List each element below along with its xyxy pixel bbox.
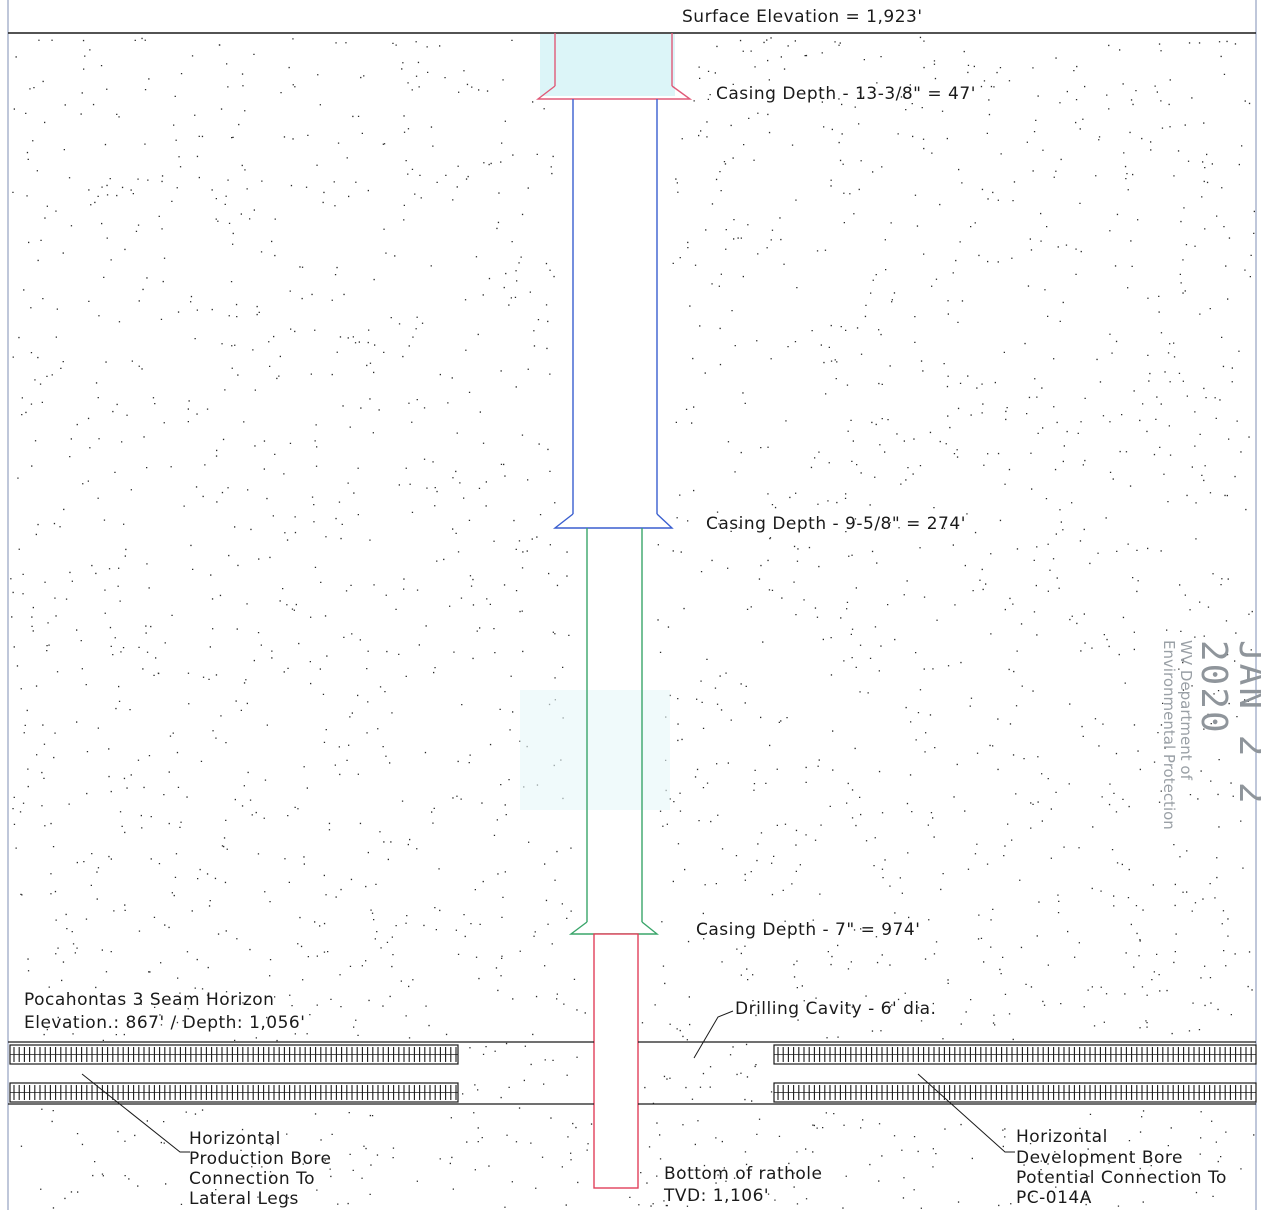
coal-seam-bands — [9, 1044, 1257, 1103]
surface-wash — [540, 34, 675, 96]
received-stamp: JAN 2 2 2020 WV Department of Environmen… — [1148, 640, 1261, 920]
seam-horizon-lines — [8, 1041, 1256, 1105]
rathole-tvd-label: TVD: 1,106' — [664, 1186, 770, 1206]
development-bore-line3: Potential Connection To — [1016, 1168, 1227, 1188]
casing-9-5-8 — [552, 99, 674, 529]
production-bore-line1: Horizontal — [189, 1129, 281, 1149]
seam-horizon-title: Pocahontas 3 Seam Horizon — [24, 990, 275, 1010]
production-bore-line3: Connection To — [189, 1169, 315, 1189]
seam-horizon-elevation: Elevation.: 867' / Depth: 1,056' — [24, 1013, 306, 1033]
development-bore-line2: Development Bore — [1016, 1148, 1183, 1168]
rathole-bottom-label: Bottom of rathole — [664, 1164, 823, 1184]
surface-elevation-label: Surface Elevation = 1,923' — [682, 7, 923, 27]
development-bore-line1: Horizontal — [1016, 1127, 1108, 1147]
casing-7-label: Casing Depth - 7" = 974' — [696, 920, 921, 940]
drilling-cavity-label: Drilling Cavity - 6' dia. — [735, 999, 937, 1019]
production-bore-line2: Production Bore — [189, 1149, 332, 1169]
mid-wash — [520, 690, 670, 810]
stamp-date: JAN 2 2 2020 — [1193, 640, 1261, 806]
rathole — [593, 933, 639, 1189]
casing-13-3-8 — [535, 33, 693, 100]
development-bore-line4: PC-014A — [1016, 1188, 1092, 1208]
stamp-line2: Environmental Protection — [1160, 640, 1178, 830]
casing-13-3-8-label: Casing Depth - 13-3/8" = 47' — [716, 84, 976, 104]
production-bore-line4: Lateral Legs — [189, 1189, 299, 1209]
casing-9-5-8-label: Casing Depth - 9-5/8" = 274' — [706, 514, 966, 534]
leader-lines — [81, 1010, 1015, 1153]
stamp-line1: WV Department of — [1177, 640, 1195, 780]
